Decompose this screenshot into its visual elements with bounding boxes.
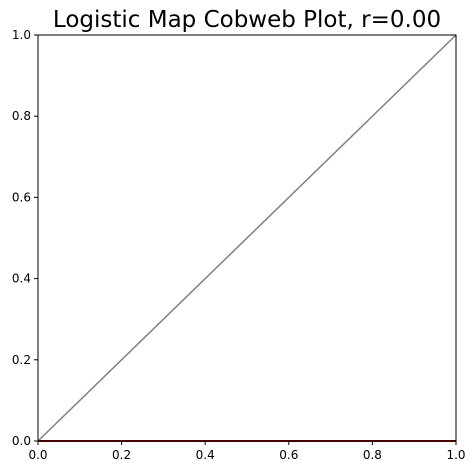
- x-tick-label-5: 1.0: [446, 448, 465, 462]
- x-tick-label-2: 0.4: [196, 448, 215, 462]
- series-line-0: [37, 34, 457, 442]
- x-tick-label-0: 0.0: [28, 448, 47, 462]
- y-tick-label-1: 0.2: [12, 353, 31, 367]
- x-tick-label-4: 0.8: [363, 448, 382, 462]
- plot-frame: [37, 34, 457, 442]
- x-tick-label-3: 0.6: [279, 448, 298, 462]
- y-tick-label-0: 0.0: [12, 434, 31, 448]
- y-tick-label-3: 0.6: [12, 190, 31, 204]
- x-tick-label-1: 0.2: [112, 448, 131, 462]
- x-axis: 0.0 0.2 0.4 0.6 0.8 1.0: [28, 441, 466, 462]
- y-axis: 0.0 0.2 0.4 0.6 0.8 1.0: [12, 28, 38, 448]
- chart-title: Logistic Map Cobweb Plot, r=0.00: [53, 7, 441, 33]
- y-tick-label-5: 1.0: [12, 28, 31, 42]
- y-tick-label-4: 0.8: [12, 109, 31, 123]
- series-layer: [37, 34, 457, 442]
- y-tick-label-2: 0.4: [12, 272, 31, 286]
